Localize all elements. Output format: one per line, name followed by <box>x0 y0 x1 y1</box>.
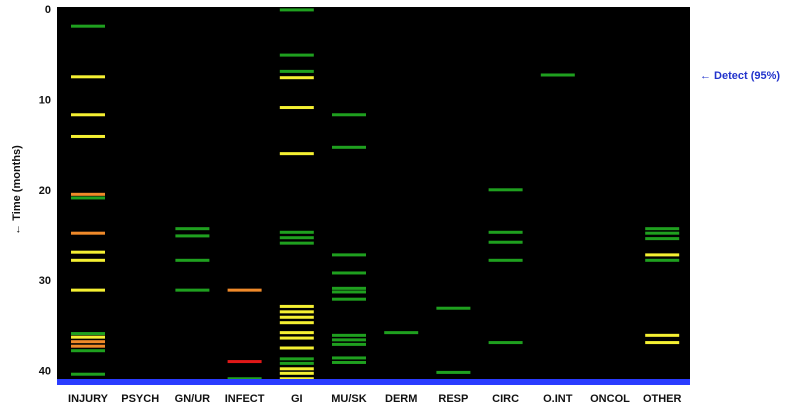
event-mark <box>279 53 314 57</box>
event-mark <box>71 344 105 348</box>
y-tick-label: 40 <box>39 366 51 378</box>
event-mark <box>279 336 314 340</box>
category-label: O.INT <box>543 393 573 405</box>
event-mark <box>279 106 314 110</box>
event-mark <box>488 230 523 234</box>
event-mark <box>332 338 366 342</box>
event-mark <box>227 288 262 292</box>
event-mark <box>71 372 105 376</box>
event-mark <box>645 237 680 241</box>
event-mark <box>71 288 105 292</box>
event-mark <box>279 361 314 365</box>
x-axis-categories: INJURY PSYCH GN/UR INFECT GI MU/SK DERM RESP CIR… <box>68 393 681 405</box>
event-mark <box>71 349 105 353</box>
event-mark <box>279 236 314 240</box>
event-mark <box>332 253 366 257</box>
event-mark <box>279 371 314 375</box>
event-mark <box>332 113 366 117</box>
event-mark <box>279 230 314 234</box>
plot-area <box>57 7 690 381</box>
category-label: MU/SK <box>331 393 367 405</box>
event-mark <box>488 188 523 192</box>
event-mark <box>488 258 523 262</box>
event-mark <box>279 69 314 73</box>
event-mark <box>227 360 262 364</box>
event-mark <box>279 304 314 308</box>
event-mark <box>436 370 471 374</box>
event-mark <box>71 258 105 262</box>
event-mark <box>645 258 680 262</box>
event-mark <box>645 253 680 257</box>
y-tick-label: 10 <box>39 94 51 106</box>
category-label: PSYCH <box>121 393 159 405</box>
category-label: ONCOL <box>590 393 630 405</box>
event-mark <box>645 227 680 231</box>
category-label: INJURY <box>68 393 109 405</box>
event-mark <box>175 288 210 292</box>
category-label: GI <box>291 393 303 405</box>
event-mark <box>279 241 314 245</box>
category-label: DERM <box>385 393 417 405</box>
event-mark <box>436 306 471 310</box>
event-mark <box>279 8 314 12</box>
event-mark <box>332 333 366 337</box>
event-mark <box>71 332 105 336</box>
detect-annotation: ← Detect (95%) <box>700 70 780 82</box>
event-mark <box>71 134 105 138</box>
y-tick-label: 20 <box>39 185 51 197</box>
event-mark <box>71 75 105 79</box>
event-mark <box>279 152 314 156</box>
event-mark <box>332 342 366 346</box>
event-mark <box>71 340 105 344</box>
event-mark <box>279 357 314 361</box>
event-mark <box>175 234 210 238</box>
event-mark <box>488 240 523 244</box>
event-mark <box>71 113 105 117</box>
y-axis: 0 10 20 30 40 <box>39 4 51 378</box>
y-tick-label: 30 <box>39 275 51 287</box>
category-label: OTHER <box>643 393 682 405</box>
category-label: RESP <box>438 393 468 405</box>
event-mark <box>332 356 366 360</box>
category-label: INFECT <box>225 393 265 405</box>
y-axis-label: ← Time (months) <box>11 145 23 235</box>
event-mark <box>279 367 314 371</box>
event-mark <box>175 258 210 262</box>
event-mark <box>332 145 366 149</box>
event-mark <box>71 250 105 254</box>
y-tick-label: 0 <box>45 4 51 16</box>
baseline-bar <box>57 379 690 385</box>
category-label: GN/UR <box>175 393 211 405</box>
event-mark <box>71 335 105 339</box>
event-mark <box>645 341 680 345</box>
event-mark <box>645 333 680 337</box>
event-mark <box>279 321 314 325</box>
event-mark <box>175 227 210 231</box>
event-mark <box>227 377 262 381</box>
event-mark <box>332 290 366 294</box>
event-mark <box>71 231 105 235</box>
event-mark <box>279 377 314 381</box>
event-mark <box>71 192 105 196</box>
event-mark <box>279 310 314 314</box>
category-label: CIRC <box>492 393 519 405</box>
event-mark <box>332 360 366 364</box>
event-mark <box>71 24 105 28</box>
event-mark <box>645 231 680 235</box>
event-mark <box>279 331 314 335</box>
event-mark <box>71 196 105 200</box>
event-mark <box>279 76 314 80</box>
event-mark <box>279 315 314 319</box>
event-marks <box>71 8 680 381</box>
event-mark <box>540 73 575 77</box>
event-mark <box>279 346 314 350</box>
event-mark <box>332 271 366 275</box>
event-mark <box>488 341 523 345</box>
event-mark <box>384 331 419 335</box>
event-mark <box>332 297 366 301</box>
event-mark <box>332 286 366 290</box>
